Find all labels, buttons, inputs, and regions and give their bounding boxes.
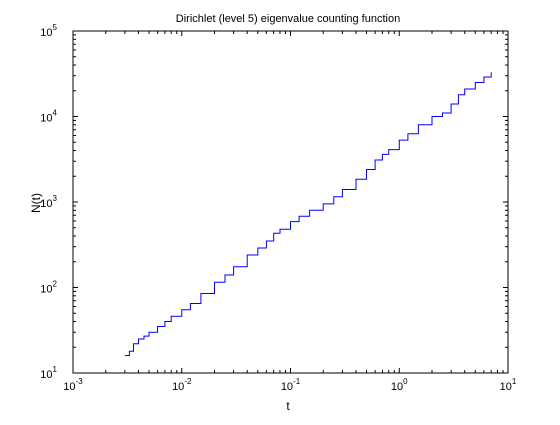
chart-title: Dirichlet (level 5) eigenvalue counting … <box>176 13 400 25</box>
y-tick-label: 102 <box>40 280 57 296</box>
x-tick-label-exponent: 0 <box>403 377 408 386</box>
x-tick-label-exponent: -3 <box>76 377 84 386</box>
y-axis-label: N(t) <box>29 193 43 213</box>
x-tick-label: 101 <box>500 377 517 393</box>
plot-area <box>72 30 509 374</box>
x-tick-label-base: 10 <box>172 381 184 393</box>
x-tick-label-base: 10 <box>63 381 75 393</box>
x-tick-label: 10-2 <box>172 377 192 393</box>
y-tick-label-exponent: 4 <box>53 109 58 118</box>
x-tick-label-exponent: -1 <box>293 377 301 386</box>
series-layer <box>124 72 492 356</box>
x-tick-label-base: 10 <box>500 381 512 393</box>
y-tick-label-exponent: 5 <box>53 23 58 32</box>
y-tick-label-base: 10 <box>40 198 52 210</box>
series-line <box>124 72 492 356</box>
x-axis-ticks: 10-3 10-2 10-1 100 101 <box>63 31 517 393</box>
x-axis-label: t <box>286 399 290 413</box>
x-tick-label-base: 10 <box>391 381 403 393</box>
y-tick-label: 105 <box>40 23 57 39</box>
y-tick-label-base: 10 <box>40 27 52 39</box>
x-tick-label: 100 <box>391 377 408 393</box>
x-tick-label: 10-3 <box>63 377 83 393</box>
x-tick-label-base: 10 <box>281 381 293 393</box>
y-tick-label-exponent: 3 <box>53 194 58 203</box>
x-tick-label-exponent: 1 <box>512 377 517 386</box>
y-tick-label-exponent: 1 <box>53 365 58 374</box>
x-tick-label: 10-1 <box>281 377 301 393</box>
y-tick-label-base: 10 <box>40 369 52 381</box>
y-tick-label: 101 <box>40 365 57 381</box>
y-tick-label: 104 <box>40 109 57 125</box>
y-tick-label-base: 10 <box>40 284 52 296</box>
x-tick-label-exponent: -2 <box>184 377 192 386</box>
y-tick-label-exponent: 2 <box>53 280 58 289</box>
y-tick-label-base: 10 <box>40 113 52 125</box>
y-tick-label: 103 <box>40 194 57 210</box>
